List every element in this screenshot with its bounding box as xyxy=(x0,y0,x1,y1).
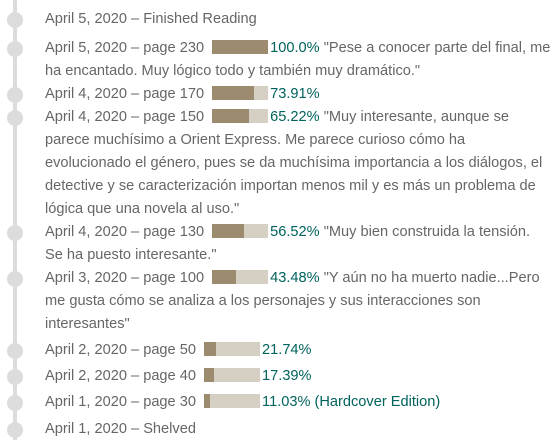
entry-page: page 40 xyxy=(143,368,196,384)
timeline-dot xyxy=(7,110,23,126)
progress-bar-fill xyxy=(212,224,244,238)
progress-bar xyxy=(212,86,269,100)
entry-comment: "Y aún no ha muerto nadie...Pero me gust… xyxy=(45,270,540,332)
progress-bar xyxy=(212,109,269,123)
progress-percent: 65.22% xyxy=(270,109,320,125)
timeline-entry: April 4, 2020 – page 150 65.22% "Muy int… xyxy=(0,106,555,221)
progress-percent: 100.0% xyxy=(270,40,320,56)
entry-date: April 3, 2020 xyxy=(45,270,127,286)
progress-percent: 11.03% xyxy=(262,394,311,410)
progress-percent: 21.74% xyxy=(262,342,312,358)
progress-percent: 73.91% xyxy=(270,86,320,102)
timeline-dot xyxy=(7,422,23,438)
timeline-entry: April 4, 2020 – page 130 56.52% "Muy bie… xyxy=(0,221,555,267)
entry-page: page 100 xyxy=(143,270,205,286)
entry-separator: – xyxy=(131,368,140,384)
entry-date: April 5, 2020 xyxy=(45,11,127,27)
entry-page: page 30 xyxy=(143,394,196,410)
entry-date: April 1, 2020 xyxy=(45,421,127,437)
timeline-entry: April 5, 2020 – page 230 100.0% "Pese a … xyxy=(0,37,555,83)
edition-link[interactable]: (Hardcover Edition) xyxy=(314,394,441,410)
timeline-entry: April 3, 2020 – page 100 43.48% "Y aún n… xyxy=(0,267,555,336)
entry-page: page 170 xyxy=(143,86,205,102)
progress-bar xyxy=(204,394,261,408)
entry-date: April 2, 2020 xyxy=(45,342,127,358)
entry-date: April 4, 2020 xyxy=(45,109,127,125)
entry-date: April 1, 2020 xyxy=(45,394,127,410)
timeline-entry: April 1, 2020 – page 30 11.03% (Hardcove… xyxy=(0,391,555,414)
timeline-entry: April 1, 2020 – Shelved xyxy=(0,418,555,441)
entry-date: April 5, 2020 xyxy=(45,40,127,56)
progress-percent: 43.48% xyxy=(270,270,320,286)
entry-separator: – xyxy=(131,224,140,240)
entry-date: April 2, 2020 xyxy=(45,368,127,384)
progress-bar xyxy=(204,342,261,356)
progress-bar-fill xyxy=(212,86,254,100)
entry-separator: – xyxy=(131,394,140,410)
entry-page: page 230 xyxy=(143,40,205,56)
timeline-dot xyxy=(7,12,23,28)
entry-comment: "Pese a conocer parte del final, me ha e… xyxy=(45,40,551,79)
timeline-line xyxy=(13,0,17,440)
progress-bar xyxy=(212,270,269,284)
entry-date: April 4, 2020 xyxy=(45,224,127,240)
entry-separator: – xyxy=(131,421,140,437)
timeline-entry: April 5, 2020 – Finished Reading xyxy=(0,8,555,31)
entry-date: April 4, 2020 xyxy=(45,86,127,102)
timeline-entry: April 2, 2020 – page 50 21.74% xyxy=(0,339,555,362)
entry-separator: – xyxy=(131,270,140,286)
timeline-dot xyxy=(7,225,23,241)
progress-bar xyxy=(204,368,261,382)
progress-bar-fill xyxy=(212,270,237,284)
entry-page: page 50 xyxy=(143,342,196,358)
timeline-dot xyxy=(7,395,23,411)
timeline-entry: April 2, 2020 – page 40 17.39% xyxy=(0,365,555,388)
entry-separator: – xyxy=(131,40,140,56)
progress-bar-fill xyxy=(212,40,269,54)
progress-bar-fill xyxy=(204,368,214,382)
timeline-dot xyxy=(7,41,23,57)
timeline-dot xyxy=(7,87,23,103)
entry-separator: – xyxy=(131,11,140,27)
entry-separator: – xyxy=(131,86,140,102)
entry-page: page 130 xyxy=(143,224,205,240)
progress-bar xyxy=(212,40,269,54)
entry-separator: – xyxy=(131,342,140,358)
entry-action: Finished Reading xyxy=(143,11,257,27)
timeline-entry: April 4, 2020 – page 170 73.91% xyxy=(0,83,555,106)
timeline-dot xyxy=(7,369,23,385)
entry-page: page 150 xyxy=(143,109,205,125)
progress-bar-fill xyxy=(204,394,211,408)
timeline-dot xyxy=(7,343,23,359)
entry-action: Shelved xyxy=(143,421,196,437)
timeline-dot xyxy=(7,271,23,287)
entry-comment: "Muy interesante, aunque se parece muchí… xyxy=(45,109,543,217)
entry-comment: "Muy bien construida la tensión. Se ha p… xyxy=(45,224,531,263)
progress-bar xyxy=(212,224,269,238)
progress-percent: 17.39% xyxy=(262,368,312,384)
progress-bar-fill xyxy=(204,342,217,356)
progress-bar-fill xyxy=(212,109,249,123)
entry-separator: – xyxy=(131,109,140,125)
progress-percent: 56.52% xyxy=(270,224,320,240)
